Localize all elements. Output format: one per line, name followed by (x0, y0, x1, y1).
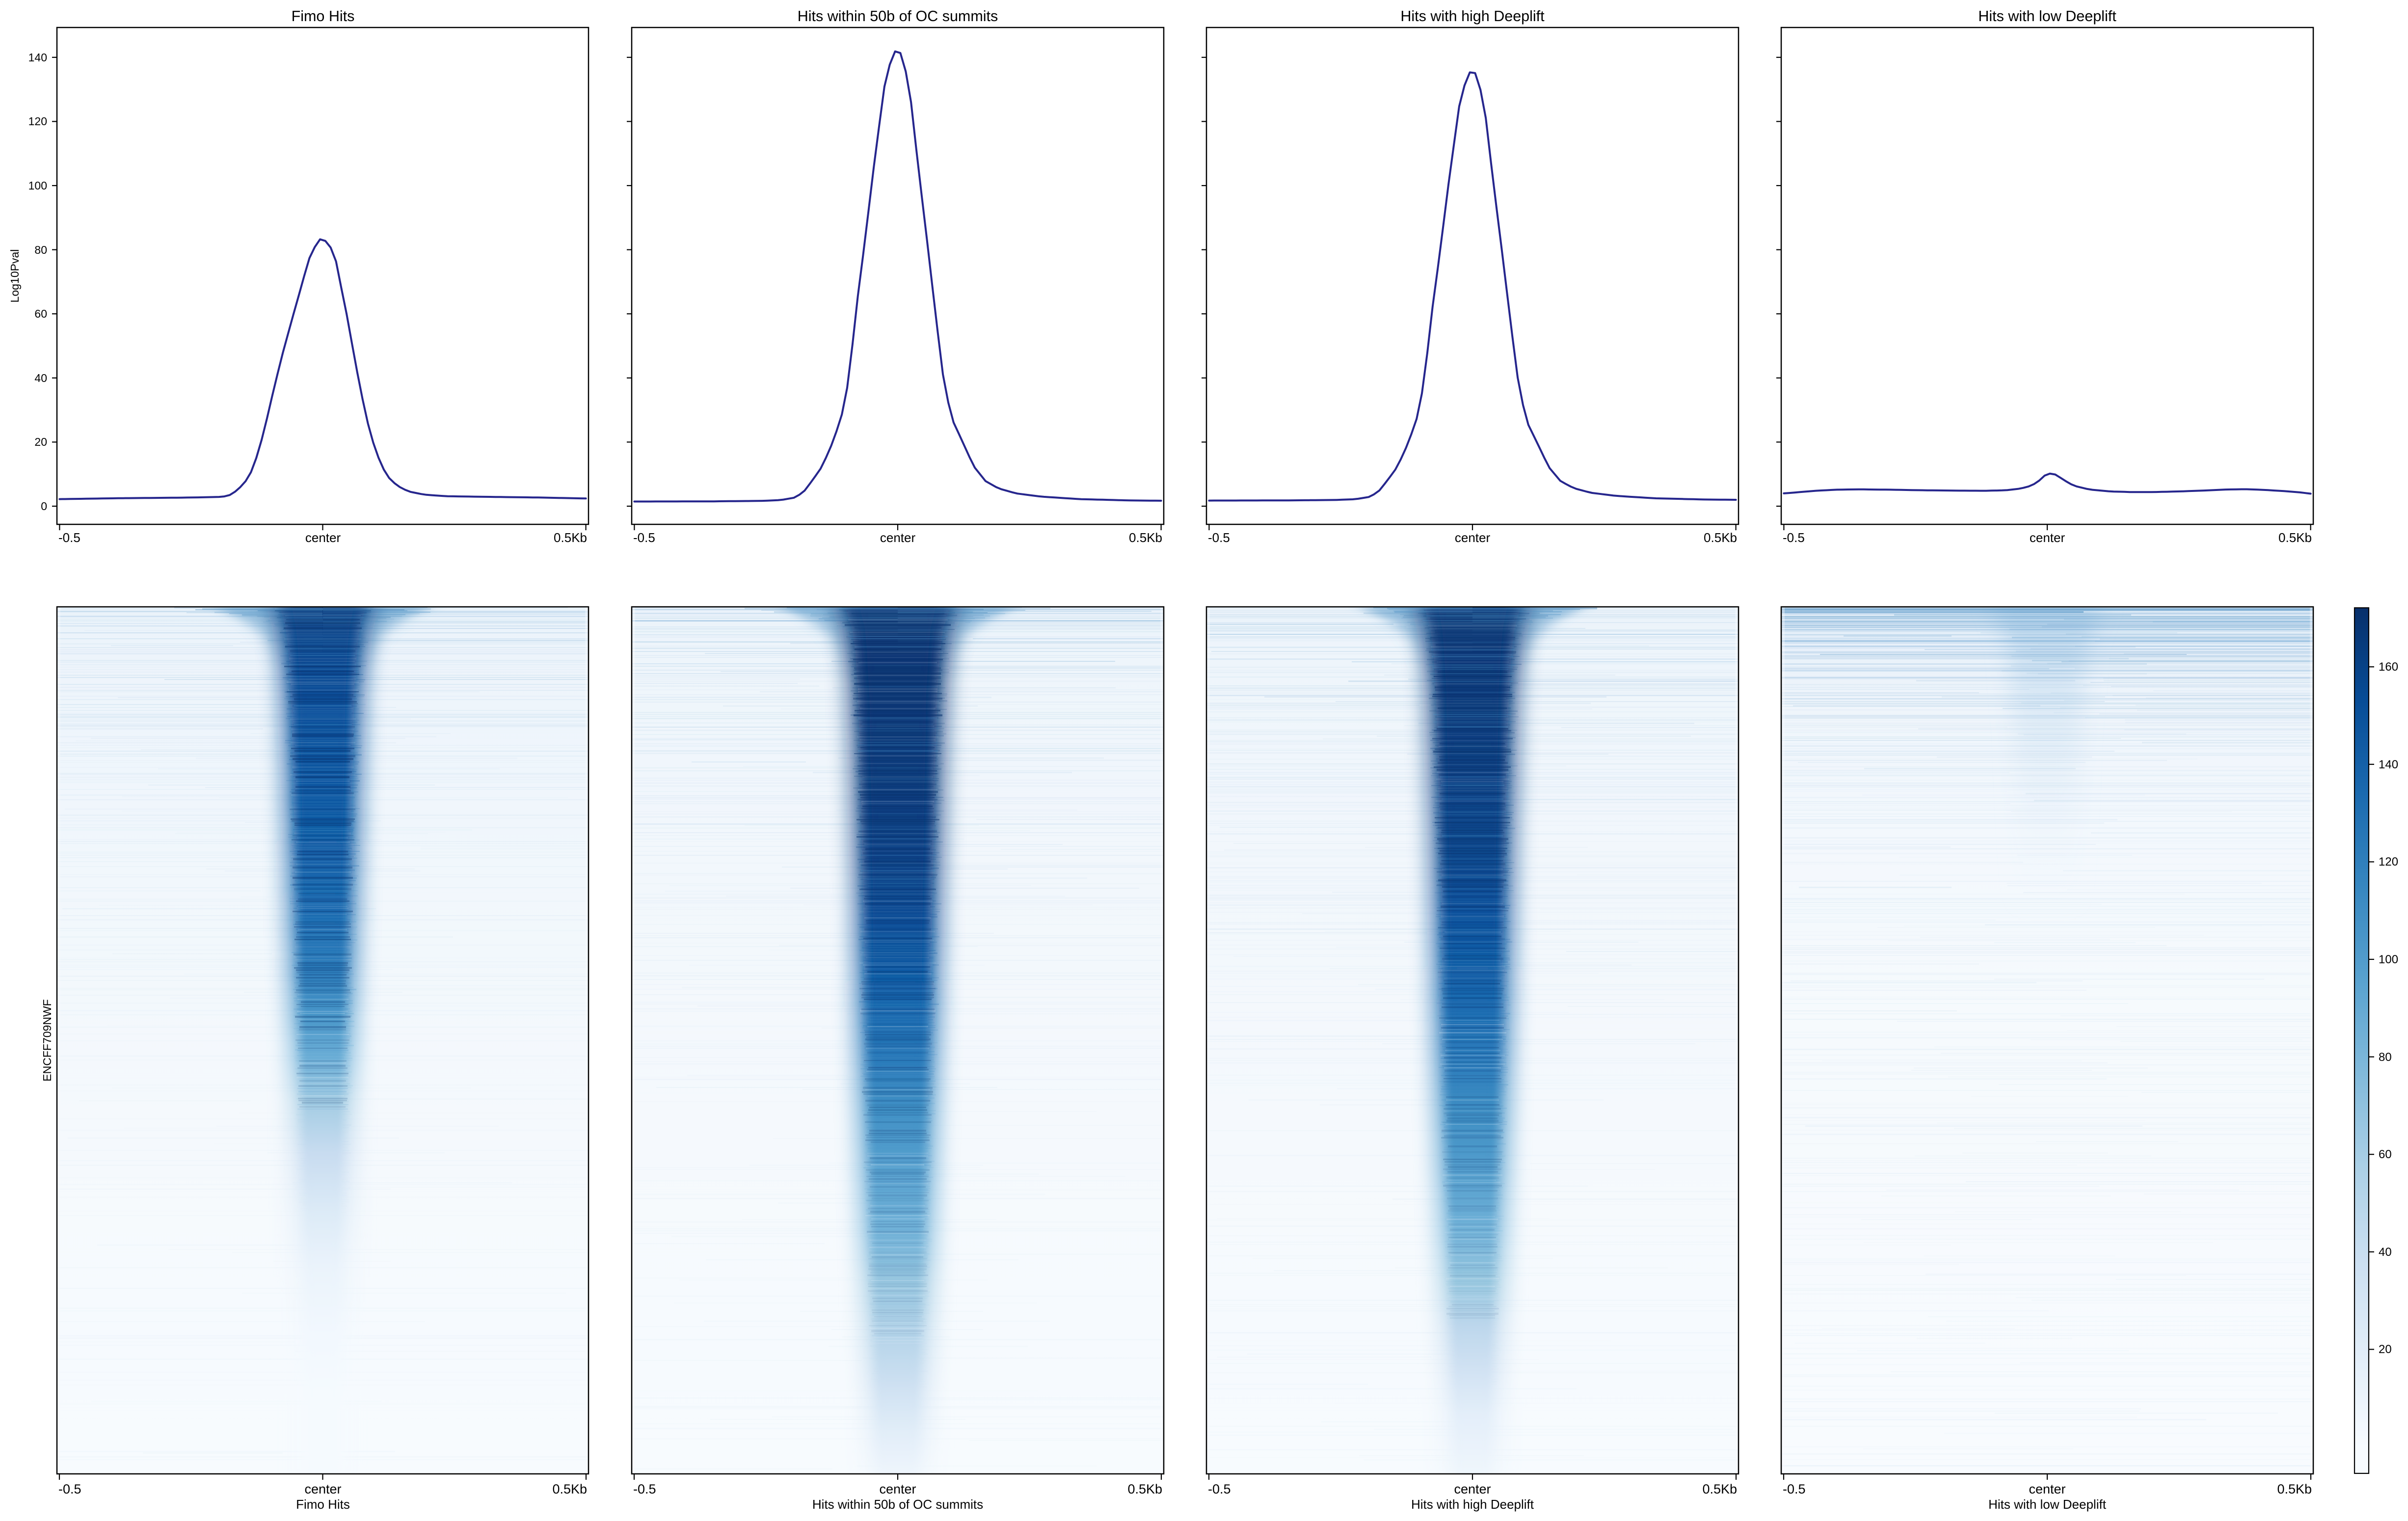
svg-text:-0.5: -0.5 (58, 1482, 81, 1496)
svg-text:Hits with low Deeplift: Hits with low Deeplift (1988, 1497, 2107, 1512)
svg-text:-0.5: -0.5 (633, 1482, 656, 1496)
svg-text:center: center (1454, 1482, 1491, 1496)
svg-text:0.5Kb: 0.5Kb (1704, 530, 1737, 545)
svg-text:ENCFF709NWF: ENCFF709NWF (41, 999, 54, 1081)
svg-text:120: 120 (28, 115, 47, 128)
svg-text:0.5Kb: 0.5Kb (552, 1482, 587, 1496)
svg-text:0.5Kb: 0.5Kb (554, 530, 587, 545)
svg-text:Hits within 50b of OC summits: Hits within 50b of OC summits (812, 1497, 983, 1512)
svg-text:60: 60 (2379, 1148, 2392, 1161)
svg-text:40: 40 (2379, 1246, 2392, 1259)
svg-text:0.5Kb: 0.5Kb (1127, 1482, 1162, 1496)
svg-text:Hits with high Deeplift: Hits with high Deeplift (1411, 1497, 1534, 1512)
svg-text:Fimo Hits: Fimo Hits (292, 8, 355, 25)
svg-text:100: 100 (28, 179, 47, 192)
svg-text:center: center (304, 1482, 341, 1496)
svg-text:center: center (305, 530, 341, 545)
svg-text:-0.5: -0.5 (1783, 1482, 1806, 1496)
svg-text:60: 60 (34, 307, 47, 320)
svg-text:40: 40 (34, 372, 47, 384)
svg-text:20: 20 (34, 435, 47, 448)
svg-text:center: center (879, 1482, 916, 1496)
svg-text:120: 120 (2379, 855, 2398, 869)
svg-text:140: 140 (2379, 758, 2398, 771)
svg-text:0: 0 (41, 500, 47, 513)
svg-text:100: 100 (2379, 953, 2398, 966)
svg-text:Fimo Hits: Fimo Hits (296, 1497, 350, 1512)
svg-text:Hits with high Deeplift: Hits with high Deeplift (1400, 8, 1545, 25)
svg-text:0.5Kb: 0.5Kb (1129, 530, 1162, 545)
svg-text:0.5Kb: 0.5Kb (1702, 1482, 1737, 1496)
svg-text:Log10Pval: Log10Pval (8, 249, 21, 303)
svg-text:-0.5: -0.5 (1783, 530, 1805, 545)
svg-text:center: center (1455, 530, 1491, 545)
svg-text:-0.5: -0.5 (58, 530, 80, 545)
svg-text:-0.5: -0.5 (1208, 530, 1230, 545)
svg-text:-0.5: -0.5 (633, 530, 655, 545)
svg-text:-0.5: -0.5 (1208, 1482, 1231, 1496)
svg-text:0.5Kb: 0.5Kb (2277, 1482, 2312, 1496)
svg-text:140: 140 (28, 51, 47, 64)
svg-text:0.5Kb: 0.5Kb (2278, 530, 2312, 545)
svg-text:Hits within 50b of OC summits: Hits within 50b of OC summits (798, 8, 998, 25)
svg-text:center: center (2030, 530, 2065, 545)
svg-text:160: 160 (2379, 660, 2398, 674)
svg-text:center: center (880, 530, 916, 545)
svg-text:20: 20 (2379, 1343, 2392, 1356)
svg-text:center: center (2029, 1482, 2065, 1496)
svg-text:80: 80 (2379, 1051, 2392, 1064)
svg-text:80: 80 (34, 244, 47, 256)
svg-text:Hits with low Deeplift: Hits with low Deeplift (1978, 8, 2116, 25)
